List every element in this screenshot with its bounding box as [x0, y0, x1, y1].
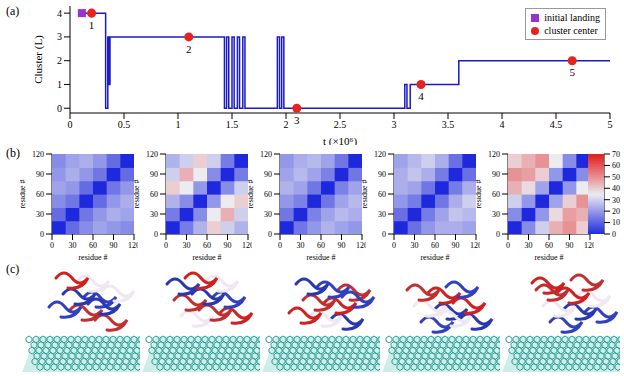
svg-text:90: 90 — [566, 241, 574, 250]
svg-text:60: 60 — [378, 190, 386, 199]
svg-text:120: 120 — [488, 150, 500, 159]
svg-text:residue #: residue # — [420, 253, 449, 260]
svg-text:60: 60 — [431, 241, 439, 250]
svg-text:120: 120 — [146, 150, 158, 159]
svg-text:residue #: residue # — [534, 253, 563, 260]
svg-text:0: 0 — [382, 230, 386, 239]
svg-text:1: 1 — [89, 19, 95, 31]
svg-text:Cluster (L): Cluster (L) — [32, 35, 45, 84]
svg-text:5: 5 — [608, 119, 613, 130]
svg-text:30: 30 — [525, 241, 533, 250]
svg-text:0: 0 — [164, 241, 168, 250]
svg-text:4.5: 4.5 — [550, 119, 563, 130]
svg-text:0: 0 — [154, 230, 158, 239]
svg-text:90: 90 — [224, 241, 232, 250]
svg-text:120: 120 — [374, 150, 386, 159]
svg-text:4: 4 — [500, 119, 505, 130]
svg-text:60: 60 — [203, 241, 211, 250]
svg-text:30: 30 — [378, 210, 386, 219]
svg-text:2: 2 — [284, 119, 289, 130]
svg-text:60: 60 — [317, 241, 325, 250]
svg-text:0.5: 0.5 — [118, 119, 131, 130]
svg-text:0: 0 — [278, 241, 282, 250]
svg-text:2: 2 — [186, 43, 192, 55]
svg-text:90: 90 — [150, 170, 158, 179]
svg-text:residue #: residue # — [192, 253, 221, 260]
svg-text:30: 30 — [183, 241, 191, 250]
svg-text:residue #: residue # — [306, 253, 335, 260]
svg-text:60: 60 — [492, 190, 500, 199]
svg-text:1.5: 1.5 — [226, 119, 239, 130]
html-text:(a): (a) — [6, 4, 20, 18]
svg-text:50: 50 — [612, 173, 620, 182]
svg-text:90: 90 — [452, 241, 460, 250]
svg-text:120: 120 — [32, 150, 44, 159]
svg-text:60: 60 — [150, 190, 158, 199]
svg-text:0: 0 — [50, 241, 54, 250]
svg-text:0: 0 — [612, 230, 616, 239]
html-text:initial landing: initial landing — [544, 12, 600, 23]
svg-text:30: 30 — [36, 210, 44, 219]
svg-text:90: 90 — [110, 241, 118, 250]
svg-text:4: 4 — [57, 8, 62, 19]
svg-text:0: 0 — [68, 119, 73, 130]
svg-text:2: 2 — [57, 55, 62, 66]
svg-text:120: 120 — [470, 241, 480, 250]
svg-text:30: 30 — [150, 210, 158, 219]
svg-text:10: 10 — [612, 218, 620, 227]
svg-text:120: 120 — [584, 241, 594, 250]
svg-text:1: 1 — [57, 79, 62, 90]
svg-text:60: 60 — [89, 241, 97, 250]
svg-text:90: 90 — [338, 241, 346, 250]
svg-text:4: 4 — [418, 90, 424, 102]
svg-text:t (×10⁶): t (×10⁶) — [323, 135, 358, 145]
svg-text:3.5: 3.5 — [442, 119, 455, 130]
svg-text:0: 0 — [40, 230, 44, 239]
svg-text:20: 20 — [612, 207, 620, 216]
svg-text:120: 120 — [242, 241, 252, 250]
svg-text:residue #: residue # — [362, 179, 369, 208]
svg-text:90: 90 — [492, 170, 500, 179]
svg-text:0: 0 — [57, 103, 62, 114]
svg-text:5: 5 — [569, 66, 575, 78]
svg-text:120: 120 — [356, 241, 366, 250]
svg-text:30: 30 — [264, 210, 272, 219]
svg-text:residue #: residue # — [476, 179, 483, 208]
svg-text:1: 1 — [176, 119, 181, 130]
svg-text:30: 30 — [69, 241, 77, 250]
svg-text:40: 40 — [612, 184, 620, 193]
svg-text:60: 60 — [36, 190, 44, 199]
svg-text:0: 0 — [506, 241, 510, 250]
svg-text:residue #: residue # — [248, 179, 255, 208]
html-text:(b): (b) — [6, 146, 20, 160]
svg-text:90: 90 — [378, 170, 386, 179]
svg-text:60: 60 — [545, 241, 553, 250]
svg-text:30: 30 — [411, 241, 419, 250]
svg-text:60: 60 — [612, 161, 620, 170]
svg-text:residue #: residue # — [134, 179, 141, 208]
svg-text:0: 0 — [392, 241, 396, 250]
svg-text:0: 0 — [496, 230, 500, 239]
svg-text:3: 3 — [294, 114, 300, 126]
svg-text:90: 90 — [264, 170, 272, 179]
svg-text:residue #: residue # — [78, 253, 107, 260]
svg-text:3: 3 — [392, 119, 397, 130]
svg-text:30: 30 — [612, 196, 620, 205]
html-text:cluster center: cluster center — [544, 25, 598, 36]
svg-text:2.5: 2.5 — [334, 119, 347, 130]
svg-text:residue #: residue # — [20, 179, 27, 208]
svg-text:30: 30 — [492, 210, 500, 219]
svg-text:70: 70 — [612, 150, 620, 159]
svg-text:30: 30 — [297, 241, 305, 250]
svg-text:3: 3 — [57, 31, 62, 42]
svg-text:120: 120 — [260, 150, 272, 159]
svg-text:60: 60 — [264, 190, 272, 199]
html-text:(c): (c) — [6, 262, 20, 276]
svg-text:120: 120 — [128, 241, 138, 250]
svg-text:0: 0 — [268, 230, 272, 239]
svg-text:90: 90 — [36, 170, 44, 179]
